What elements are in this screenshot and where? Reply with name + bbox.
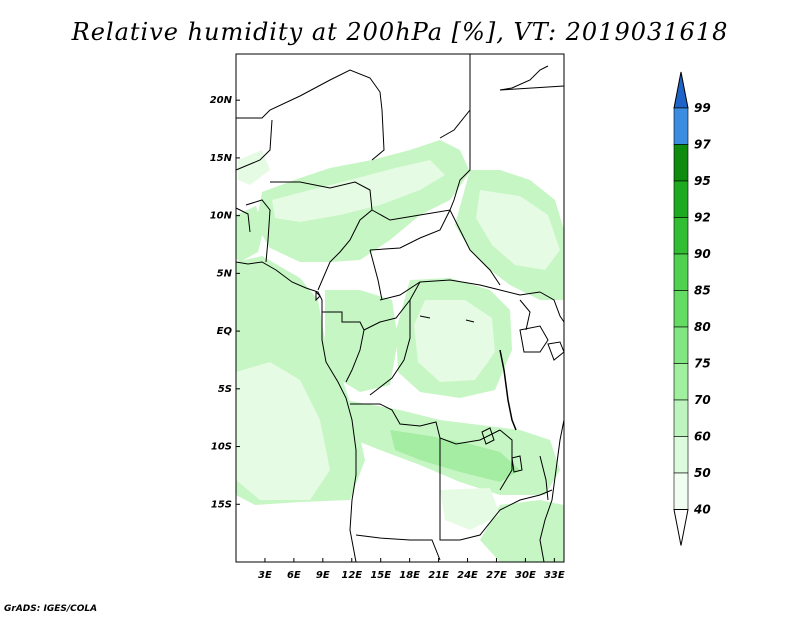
border-north-3 xyxy=(371,109,385,161)
lon-tick-label: 18E xyxy=(399,570,420,581)
colorbar-label: 97 xyxy=(694,138,711,152)
colorbar-segment xyxy=(673,290,689,328)
lat-tick-label: 5N xyxy=(217,268,233,279)
lon-tick-label: 33E xyxy=(544,570,565,581)
longitude-ticks: 3E 6E 9E 12E 15E 18E 21E 24E 27E 30E 33E xyxy=(258,558,565,581)
humidity-shading xyxy=(236,140,564,562)
lat-tick-label: 5S xyxy=(218,384,232,395)
colorbar-label: 99 xyxy=(694,101,711,115)
coastline-west-africa xyxy=(235,261,357,563)
colorbar-segment xyxy=(673,180,689,218)
border-angola xyxy=(350,403,501,445)
border-west-1 xyxy=(245,199,271,263)
border-zambia-east xyxy=(499,429,513,491)
island-2 xyxy=(315,290,321,302)
lon-tick-label: 27E xyxy=(486,570,507,581)
border-drc-west xyxy=(369,300,411,396)
colorbar-segment xyxy=(673,107,689,145)
map-title: Relative humidity at 200hPa [%], VT: 201… xyxy=(71,18,729,46)
border-north-4 xyxy=(235,119,273,171)
north-coast xyxy=(499,65,549,91)
colorbar-label: 85 xyxy=(694,284,711,298)
border-sudan-east xyxy=(499,85,565,91)
border-car xyxy=(369,209,451,251)
humidity-area-south-dark xyxy=(390,430,520,482)
colorbar-segment xyxy=(673,472,689,510)
colorbar-label: 90 xyxy=(694,247,711,261)
border-east-1 xyxy=(519,299,531,331)
lake-mweru xyxy=(481,427,495,445)
lat-tick-label: 10N xyxy=(210,211,233,222)
colorbar-segment xyxy=(673,399,689,437)
colorbar-label: 50 xyxy=(694,466,711,480)
lon-tick-label: 9E xyxy=(316,570,330,581)
colorbar-label: 75 xyxy=(694,357,711,371)
colorbar-segment xyxy=(673,363,689,401)
border-west-2 xyxy=(235,207,251,233)
border-angola-south xyxy=(355,534,441,561)
grads-credit: GrADS: IGES/COLA xyxy=(4,604,98,614)
colorbar-bottom-arrow xyxy=(673,509,689,546)
humidity-area-congo-light xyxy=(414,300,495,382)
lat-tick-label: 10S xyxy=(211,442,232,453)
humidity-area-north-patch xyxy=(238,150,270,185)
lon-tick-label: 12E xyxy=(341,570,362,581)
lat-tick-label: 15S xyxy=(211,499,232,510)
lake-victoria xyxy=(519,325,549,353)
lat-tick-label: EQ xyxy=(217,326,233,337)
lat-tick-label: 15N xyxy=(210,153,233,164)
lake-small-1 xyxy=(419,315,431,319)
lake-tanganyika xyxy=(499,349,517,431)
island-1 xyxy=(511,455,523,473)
lon-tick-label: 24E xyxy=(457,570,478,581)
colorbar-label: 95 xyxy=(694,174,711,188)
lat-tick-label: 20N xyxy=(210,95,233,106)
lake-small-2 xyxy=(465,319,475,323)
colorbar-segment xyxy=(673,217,689,255)
border-chad-sudan xyxy=(449,110,471,211)
humidity-area-sahel-light xyxy=(272,160,445,222)
colorbar-label: 60 xyxy=(694,430,711,444)
border-north-1 xyxy=(236,69,383,119)
humidity-area-southeast-light xyxy=(440,488,500,530)
coastline-east-africa xyxy=(539,419,565,563)
humidity-area-northeast-light xyxy=(476,190,560,270)
lon-tick-label: 21E xyxy=(428,570,449,581)
colorbar-segment xyxy=(673,326,689,364)
colorbar-segment xyxy=(673,144,689,182)
lon-tick-label: 15E xyxy=(370,570,391,581)
colorbar-segment xyxy=(673,436,689,474)
colorbar-segment xyxy=(673,253,689,291)
lake-malawi xyxy=(539,455,549,501)
border-congo xyxy=(363,281,421,331)
border-gabon xyxy=(322,311,365,383)
border-car-south xyxy=(379,279,541,301)
colorbar-top-arrow xyxy=(673,71,689,109)
humidity-area-southeast xyxy=(480,500,564,562)
latitude-ticks: 20N 15N 10N 5N EQ 5S 10S 15S xyxy=(210,95,240,510)
country-boundaries xyxy=(235,54,565,563)
colorbar-label: 40 xyxy=(693,503,711,517)
border-cameroon xyxy=(369,249,383,301)
colorbar-label: 80 xyxy=(694,320,711,334)
lon-tick-label: 6E xyxy=(287,570,301,581)
border-chad xyxy=(371,209,501,286)
border-north-2 xyxy=(439,54,471,139)
border-east-2 xyxy=(539,291,565,323)
lon-tick-label: 30E xyxy=(515,570,536,581)
border-zambia xyxy=(439,489,553,541)
colorbar-label: 92 xyxy=(694,211,711,225)
colorbar: 99 97 95 92 90 85 80 75 70 60 50 40 xyxy=(673,71,711,546)
colorbar-label: 70 xyxy=(694,393,711,407)
map-frame xyxy=(235,53,565,563)
humidity-area-ocean xyxy=(236,362,330,500)
lon-tick-label: 3E xyxy=(258,570,272,581)
humidity-area-west-coast xyxy=(236,206,264,262)
